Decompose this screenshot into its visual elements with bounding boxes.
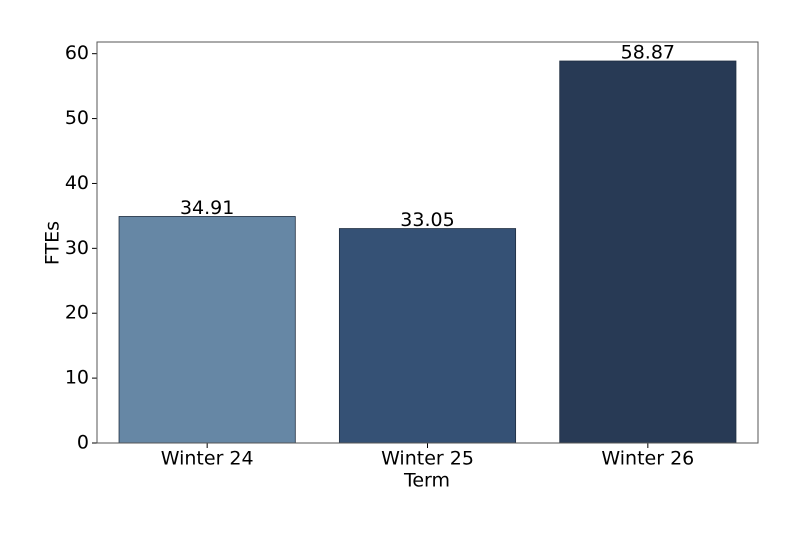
data-label: 34.91 xyxy=(180,197,234,219)
y-axis-label: FTEs xyxy=(42,221,64,265)
x-axis-label: Term xyxy=(403,470,450,492)
y-tick-label: 40 xyxy=(65,172,89,194)
x-tick-label: Winter 24 xyxy=(161,448,254,470)
y-tick-label: 60 xyxy=(65,42,89,64)
data-label: 33.05 xyxy=(400,209,454,231)
y-tick-label: 10 xyxy=(65,367,89,389)
bar xyxy=(338,228,517,444)
y-tick-label: 20 xyxy=(65,302,89,324)
y-tick-label: 0 xyxy=(77,432,89,454)
data-label: 58.87 xyxy=(621,42,675,64)
x-tick-label: Winter 25 xyxy=(381,448,474,470)
y-tick-label: 50 xyxy=(65,107,89,129)
bar xyxy=(559,60,737,444)
plot-frame xyxy=(96,41,759,444)
x-tick-label: Winter 26 xyxy=(601,448,694,470)
y-tick-label: 30 xyxy=(65,237,89,259)
bar xyxy=(118,216,296,444)
